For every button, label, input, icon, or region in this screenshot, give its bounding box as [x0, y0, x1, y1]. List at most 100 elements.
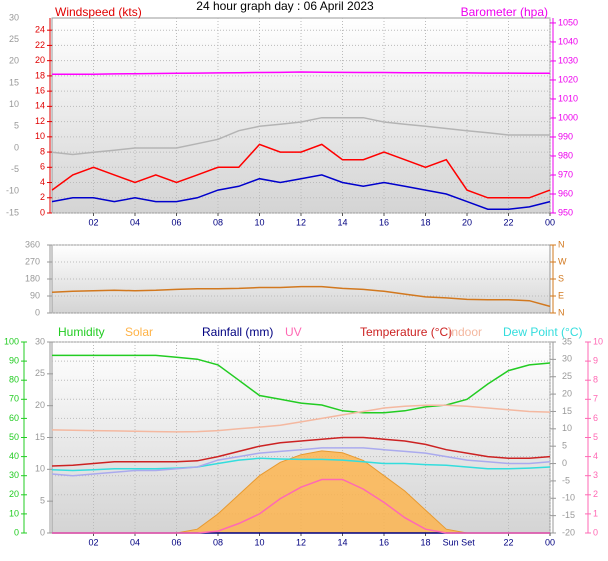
y-tick-label: 950 — [558, 207, 573, 217]
y-tick-label: 1000 — [558, 112, 578, 122]
y-tick-label: -5 — [11, 164, 19, 174]
x-tick-label: 08 — [213, 537, 223, 547]
annotation: Sun Set — [443, 537, 476, 547]
x-tick-label: 22 — [503, 217, 513, 227]
y-tick-label: 15 — [35, 432, 45, 442]
y-tick-label: 50 — [9, 432, 19, 442]
y-tick-label: 6 — [593, 413, 598, 423]
y-tick-label: 0 — [35, 307, 40, 317]
y-tick-label: 15 — [562, 406, 572, 416]
y-tick-label: 16 — [35, 86, 45, 96]
y-tick-label: 270 — [25, 256, 40, 266]
y-tick-label: 2 — [40, 192, 45, 202]
x-tick-label: 02 — [88, 537, 98, 547]
y-tick-label: 20 — [9, 489, 19, 499]
y-tick-label: 0 — [40, 207, 45, 217]
legend-entry: Indoor — [448, 325, 482, 339]
axis-label: Windspeed (kts) — [55, 5, 142, 19]
y-tick-label: 100 — [4, 336, 19, 346]
x-tick-label: 04 — [130, 537, 140, 547]
y-tick-label: 10 — [35, 464, 45, 474]
y-tick-label: 10 — [35, 131, 45, 141]
y-tick-label: 990 — [558, 131, 573, 141]
x-tick-label: 18 — [420, 537, 430, 547]
y-tick-label: 1010 — [558, 93, 578, 103]
y-tick-label: 14 — [35, 101, 45, 111]
y-tick-label: 30 — [9, 470, 19, 480]
y-tick-label: -10 — [6, 186, 19, 196]
y-tick-label: 5 — [593, 432, 598, 442]
y-tick-label: 1020 — [558, 74, 578, 84]
line — [52, 354, 551, 414]
y-tick-label: 8 — [593, 375, 598, 385]
y-tick-label: 960 — [558, 188, 573, 198]
x-tick-label: 18 — [420, 217, 430, 227]
line — [51, 174, 551, 210]
y-tick-label: 30 — [35, 336, 45, 346]
y-tick-label: 0 — [14, 527, 19, 537]
y-tick-label: 20 — [35, 400, 45, 410]
line — [51, 404, 551, 433]
y-tick-label: 80 — [9, 375, 19, 385]
legend-entry: Solar — [125, 325, 153, 339]
line — [52, 71, 550, 76]
y-tick-label: 5 — [14, 121, 19, 131]
x-tick-label: 06 — [171, 537, 181, 547]
y-tick-label: -10 — [562, 493, 575, 503]
y-tick-label: 8 — [40, 146, 45, 156]
legend-entry: UV — [285, 325, 302, 339]
axis-label: Barometer (hpa) — [461, 5, 548, 19]
y-tick-label: N — [558, 239, 565, 249]
x-tick-label: 04 — [130, 217, 140, 227]
y-tick-label: -20 — [562, 527, 575, 537]
y-tick-label: S — [558, 273, 564, 283]
y-tick-label: 970 — [558, 169, 573, 179]
y-tick-label: 60 — [9, 413, 19, 423]
line — [51, 143, 551, 199]
x-tick-label: 12 — [296, 217, 306, 227]
y-tick-label: 70 — [9, 394, 19, 404]
x-tick-label: 00 — [545, 217, 555, 227]
y-tick-label: 180 — [25, 273, 40, 283]
x-tick-label: 16 — [379, 537, 389, 547]
x-tick-label: 02 — [88, 217, 98, 227]
y-tick-label: 1030 — [558, 55, 578, 65]
y-tick-label: 2 — [593, 489, 598, 499]
y-tick-label: 5 — [562, 441, 567, 451]
y-tick-label: 22 — [35, 40, 45, 50]
x-tick-label: 06 — [171, 217, 181, 227]
line — [51, 457, 551, 472]
y-tick-label: 30 — [562, 354, 572, 364]
x-tick-label: 20 — [462, 217, 472, 227]
y-tick-label: 1040 — [558, 36, 578, 46]
y-tick-label: 24 — [35, 25, 45, 35]
y-tick-label: 12 — [35, 116, 45, 126]
chart-title: 24 hour graph day : 06 April 2023 — [196, 0, 374, 13]
y-tick-label: -5 — [562, 475, 570, 485]
x-tick-label: 00 — [545, 537, 555, 547]
x-tick-label: 10 — [254, 217, 264, 227]
x-tick-label: 14 — [337, 537, 347, 547]
x-tick-label: 12 — [296, 537, 306, 547]
y-tick-label: 4 — [40, 177, 45, 187]
y-tick-label: 1 — [593, 508, 598, 518]
y-tick-label: 30 — [9, 12, 19, 22]
legend-entry: Humidity — [58, 325, 105, 339]
y-tick-label: 20 — [9, 56, 19, 66]
y-tick-label: 25 — [562, 371, 572, 381]
y-tick-label: 18 — [35, 70, 45, 80]
y-tick-label: 0 — [593, 527, 598, 537]
y-tick-label: N — [558, 307, 565, 317]
x-tick-label: 22 — [503, 537, 513, 547]
line — [51, 436, 551, 467]
x-tick-label: 08 — [213, 217, 223, 227]
line — [51, 116, 550, 156]
y-tick-label: 980 — [558, 150, 573, 160]
y-tick-label: 20 — [562, 388, 572, 398]
y-tick-label: 4 — [593, 451, 598, 461]
x-tick-label: 16 — [379, 217, 389, 227]
y-tick-label: 9 — [593, 355, 598, 365]
y-tick-label: 25 — [9, 34, 19, 44]
legend-entry: Temperature (°C) — [360, 325, 452, 339]
